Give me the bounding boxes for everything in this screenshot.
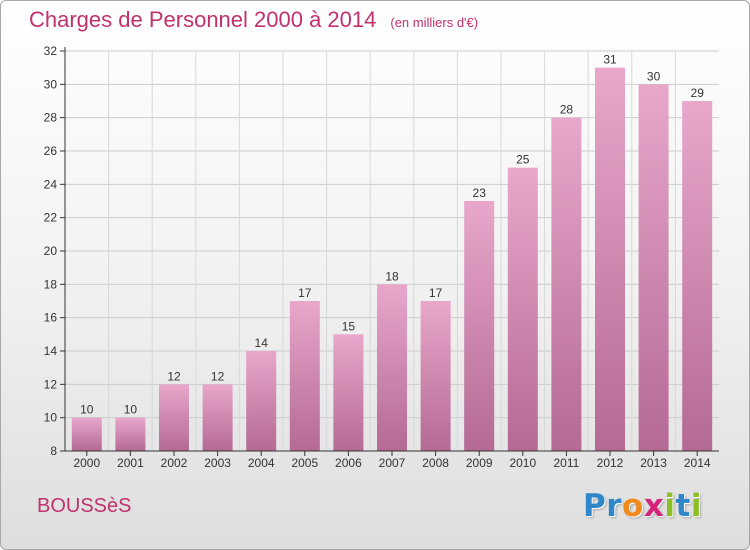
labels: 8 10 12 14 16 18 20 22 24 26 28 30 32 10 2000 10 2001 12 2… — [44, 44, 711, 470]
bar — [159, 384, 189, 451]
bar — [333, 334, 364, 451]
data-label: 12 — [167, 369, 181, 383]
y-tick-label: 16 — [44, 311, 58, 325]
town-name: BOUSSèS — [37, 495, 132, 517]
x-tick-label: 2010 — [509, 456, 536, 470]
bar — [638, 84, 669, 451]
x-tick-label: 2006 — [335, 456, 362, 470]
logo-letter: t — [675, 488, 691, 524]
data-label: 28 — [560, 103, 574, 117]
data-label: 25 — [516, 153, 530, 167]
y-tick-label: 20 — [44, 244, 58, 258]
data-label: 23 — [473, 186, 487, 200]
bar — [420, 301, 451, 451]
data-label: 14 — [255, 336, 269, 350]
x-tick-label: 2014 — [684, 456, 711, 470]
x-tick-label: 2009 — [466, 456, 493, 470]
logo-letter: r — [606, 488, 623, 524]
x-tick-label: 2003 — [204, 456, 231, 470]
y-tick-label: 28 — [44, 111, 58, 125]
axes — [60, 47, 719, 456]
data-label: 18 — [385, 269, 399, 283]
x-tick-label: 2004 — [248, 456, 275, 470]
x-tick-label: 2007 — [379, 456, 406, 470]
logo-letter: P — [583, 488, 607, 524]
x-tick-label: 2013 — [640, 456, 667, 470]
x-tick-label: 2008 — [422, 456, 449, 470]
logo-letter: x — [643, 488, 665, 524]
bar — [246, 351, 277, 451]
data-label: 10 — [124, 403, 138, 417]
data-label: 10 — [80, 403, 94, 417]
y-tick-label: 10 — [44, 411, 58, 425]
bar — [595, 67, 625, 452]
y-tick-label: 32 — [44, 44, 58, 58]
bar — [115, 417, 146, 451]
y-tick-label: 24 — [44, 177, 58, 191]
data-label: 29 — [691, 86, 705, 100]
data-label: 30 — [647, 69, 661, 83]
chart-title: Charges de Personnel 2000 à 2014 (en mill… — [29, 7, 478, 33]
logo-letter: i — [690, 488, 702, 524]
y-tick-label: 26 — [44, 144, 58, 158]
bar — [71, 417, 102, 451]
x-tick-label: 2000 — [73, 456, 100, 470]
y-tick-label: 8 — [50, 444, 57, 458]
data-label: 12 — [211, 369, 225, 383]
x-tick-label: 2011 — [553, 456, 579, 470]
bars — [71, 67, 713, 452]
logo-letter: o — [622, 488, 644, 524]
bar — [289, 301, 320, 451]
y-tick-label: 14 — [44, 344, 58, 358]
y-tick-label: 22 — [44, 211, 58, 225]
data-label: 31 — [603, 53, 617, 67]
data-label: 17 — [298, 286, 312, 300]
y-tick-label: 12 — [44, 377, 58, 391]
x-tick-label: 2012 — [597, 456, 624, 470]
bar — [551, 117, 582, 452]
data-label: 17 — [429, 286, 443, 300]
bar — [464, 201, 495, 451]
bar — [202, 384, 233, 451]
bar — [682, 101, 713, 451]
unit-subtitle: (en milliers d'€) — [390, 15, 479, 30]
bar — [507, 167, 538, 451]
bar — [377, 284, 407, 451]
title-text: Charges de Personnel 2000 à 2014 — [29, 7, 377, 32]
x-tick-label: 2005 — [291, 456, 318, 470]
x-tick-label: 2002 — [161, 456, 188, 470]
y-tick-label: 30 — [44, 77, 58, 91]
logo-letter: i — [664, 488, 676, 524]
data-label: 15 — [342, 319, 356, 333]
x-tick-label: 2001 — [117, 456, 144, 470]
proxiti-logo: Proxiti — [583, 488, 702, 524]
y-tick-label: 18 — [44, 277, 58, 291]
